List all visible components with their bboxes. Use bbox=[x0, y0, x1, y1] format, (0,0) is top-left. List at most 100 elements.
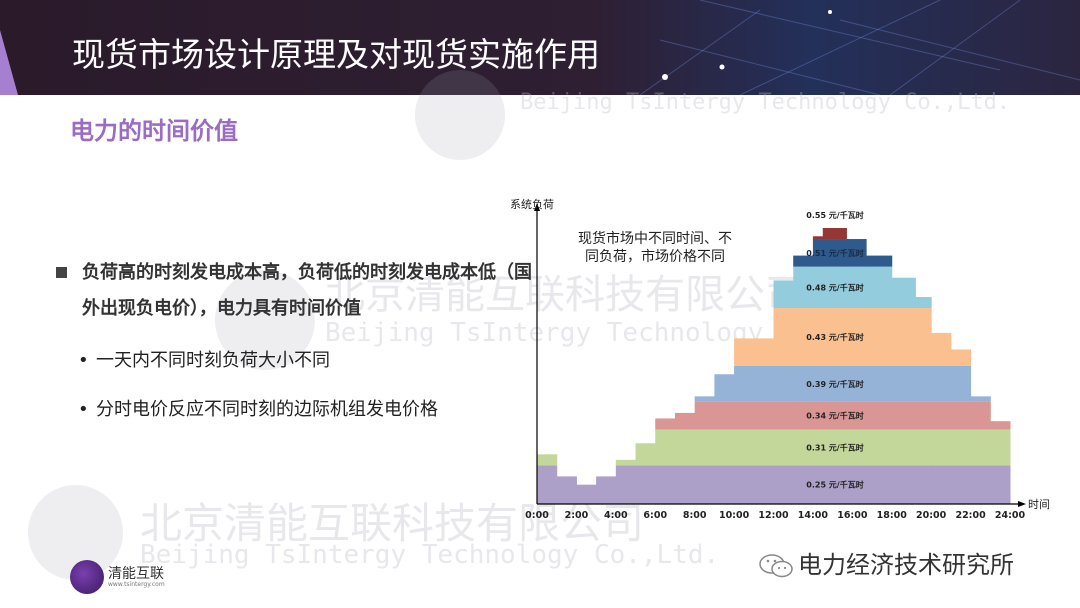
band-segment-1 bbox=[615, 459, 637, 466]
band-segment-0 bbox=[812, 465, 824, 504]
band-segment-0 bbox=[891, 465, 916, 504]
x-tick-label: 0:00 bbox=[525, 510, 549, 521]
slide-header: 现货市场设计原理及对现货实施作用 bbox=[0, 0, 1080, 95]
band-segment-0 bbox=[635, 465, 656, 504]
wechat-account-name: 电力经济技术研究所 bbox=[798, 551, 1014, 579]
band-segment-7 bbox=[812, 236, 824, 240]
logo-url: www.tsintergy.com bbox=[108, 581, 165, 588]
band-segment-2 bbox=[655, 418, 676, 430]
band-segment-4 bbox=[846, 308, 867, 366]
band-segment-4 bbox=[915, 308, 932, 366]
logo-text: 清能互联 bbox=[108, 566, 164, 582]
band-segment-2 bbox=[970, 401, 991, 430]
band-segment-4 bbox=[773, 308, 794, 366]
dot-bullet-icon: • bbox=[78, 350, 89, 371]
section-subtitle: 电力的时间价值 bbox=[70, 117, 238, 145]
band-price-label: 0.25 元/千瓦时 bbox=[806, 480, 863, 490]
x-tick-label: 20:00 bbox=[916, 510, 947, 521]
x-tick-label: 24:00 bbox=[995, 510, 1026, 521]
x-tick-label: 12:00 bbox=[758, 510, 789, 521]
bullet-sub: • 分时电价反应不同时刻的边际机组发电价格 bbox=[78, 395, 438, 421]
x-tick-label: 14:00 bbox=[798, 510, 829, 521]
band-segment-1 bbox=[866, 429, 893, 466]
band-segment-0 bbox=[537, 465, 558, 504]
x-tick-label: 18:00 bbox=[877, 510, 908, 521]
band-segment-0 bbox=[773, 465, 794, 504]
y-axis-arrow-icon bbox=[534, 203, 540, 211]
bullet-sub-text: 分时电价反应不同时刻的边际机组发电价格 bbox=[96, 399, 438, 420]
band-segment-0 bbox=[734, 465, 774, 504]
band-segment-6 bbox=[793, 255, 814, 267]
band-segment-3 bbox=[970, 396, 991, 402]
watermark-en: Beijing TsIntergy Technology Co.,Ltd. bbox=[140, 540, 720, 570]
band-segment-0 bbox=[655, 465, 676, 504]
band-segment-3 bbox=[846, 366, 867, 402]
band-segment-3 bbox=[773, 366, 794, 402]
band-segment-0 bbox=[694, 465, 715, 504]
band-segment-0 bbox=[970, 465, 991, 504]
band-segment-0 bbox=[615, 465, 637, 504]
band-segment-3 bbox=[950, 366, 972, 402]
band-segment-2 bbox=[812, 401, 824, 430]
band-segment-0 bbox=[576, 484, 597, 504]
band-segment-3 bbox=[793, 366, 814, 402]
band-segment-0 bbox=[714, 465, 735, 504]
band-segment-2 bbox=[714, 401, 735, 430]
band-segment-2 bbox=[866, 401, 893, 430]
band-segment-4 bbox=[866, 308, 893, 366]
band-price-label: 0.55 元/千瓦时 bbox=[806, 210, 863, 220]
band-segment-4 bbox=[793, 308, 814, 366]
band-segment-1 bbox=[793, 429, 814, 466]
band-segment-0 bbox=[556, 476, 577, 504]
band-segment-3 bbox=[931, 366, 952, 402]
band-segment-5 bbox=[773, 280, 794, 309]
band-segment-1 bbox=[773, 429, 794, 466]
band-segment-0 bbox=[915, 465, 932, 504]
band-segment-3 bbox=[714, 374, 735, 402]
band-segment-4 bbox=[931, 332, 952, 366]
band-segment-1 bbox=[915, 429, 932, 466]
wechat-icon bbox=[759, 554, 793, 578]
band-segment-3 bbox=[694, 396, 715, 402]
x-tick-label: 2:00 bbox=[565, 510, 589, 521]
band-segment-4 bbox=[891, 308, 916, 366]
band-segment-1 bbox=[635, 443, 656, 466]
bullet-main: 负荷高的时刻发电成本高，负荷低的时刻发电成本低（国外出现负电价），电力具有时间价… bbox=[56, 255, 542, 327]
band-segment-5 bbox=[812, 266, 824, 309]
square-bullet-icon bbox=[56, 267, 67, 278]
band-segment-2 bbox=[694, 401, 715, 430]
band-segment-2 bbox=[891, 401, 916, 430]
band-segment-5 bbox=[866, 266, 893, 309]
band-price-label: 0.43 元/千瓦时 bbox=[806, 332, 863, 342]
band-segment-2 bbox=[990, 421, 1011, 430]
x-tick-label: 10:00 bbox=[719, 510, 750, 521]
band-segment-0 bbox=[674, 465, 696, 504]
band-segment-2 bbox=[931, 401, 952, 430]
band-segment-0 bbox=[950, 465, 972, 504]
watermark-cn: 北京清能互联科技有限公司 bbox=[140, 499, 645, 548]
watermark-logo bbox=[215, 270, 315, 370]
band-segment-0 bbox=[931, 465, 952, 504]
chart-annotation-line2: 同负荷，市场价格不同 bbox=[585, 248, 725, 265]
band-segment-5 bbox=[915, 297, 932, 309]
band-segment-6 bbox=[812, 239, 824, 267]
band-segment-3 bbox=[891, 366, 916, 402]
band-segment-0 bbox=[822, 465, 847, 504]
company-logo bbox=[70, 560, 104, 594]
wechat-account: 电力经济技术研究所 bbox=[758, 545, 1014, 580]
bullet-sub: • 一天内不同时刻负荷大小不同 bbox=[78, 346, 330, 372]
band-segment-5 bbox=[822, 266, 847, 309]
x-tick-label: 8:00 bbox=[683, 510, 707, 521]
band-segment-0 bbox=[793, 465, 814, 504]
band-segment-6 bbox=[846, 239, 867, 267]
band-segment-1 bbox=[950, 429, 972, 466]
band-segment-0 bbox=[990, 465, 1011, 504]
band-segment-1 bbox=[812, 429, 824, 466]
band-segment-7 bbox=[822, 228, 847, 240]
band-segment-2 bbox=[915, 401, 932, 430]
band-segment-2 bbox=[950, 401, 972, 430]
band-segment-1 bbox=[846, 429, 867, 466]
slide-title: 现货市场设计原理及对现货实施作用 bbox=[72, 35, 600, 74]
band-segment-2 bbox=[822, 401, 847, 430]
